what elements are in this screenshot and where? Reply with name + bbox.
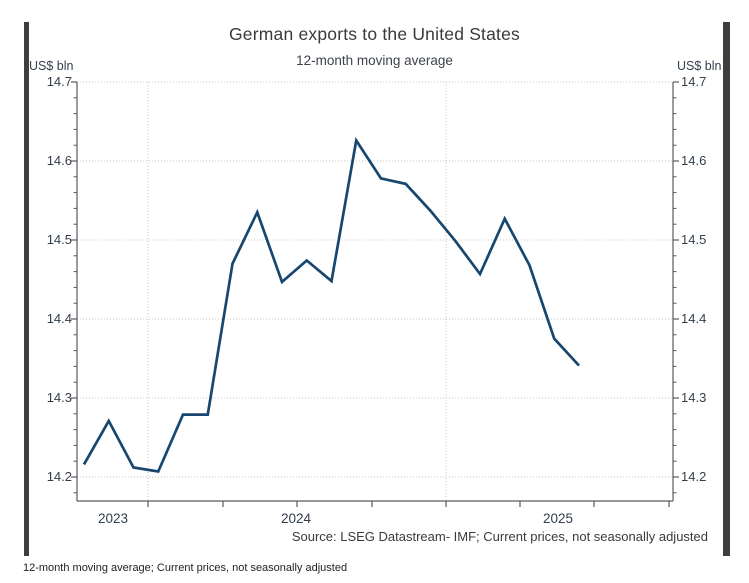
y-axis-label-left: 14.7 — [46, 74, 72, 89]
y-axis-label-left: 14.3 — [46, 390, 72, 405]
y-axis-label-left: 14.2 — [46, 469, 72, 484]
y-axis-label-left: 14.4 — [46, 311, 72, 326]
chart-title: German exports to the United States — [228, 24, 521, 44]
y-axis-label-right: 14.2 — [681, 469, 707, 484]
x-axis-year-label: 2024 — [280, 511, 312, 526]
right-frame-bar — [723, 22, 730, 556]
exports-series-line — [82, 136, 580, 473]
y-axis-label-right: 14.7 — [681, 74, 707, 89]
y-axis-label-right: 14.4 — [681, 311, 707, 326]
y-axis-unit-left: US$ bln — [29, 59, 74, 73]
source-attribution: Source: LSEG Datastream- IMF; Current pr… — [291, 529, 708, 544]
left-frame-bar — [24, 22, 29, 556]
x-axis-year-label: 2023 — [97, 511, 129, 526]
y-axis-label-right: 14.3 — [681, 390, 707, 405]
footnote-caption: 12-month moving average; Current prices,… — [23, 562, 348, 574]
y-axis-label-left: 14.6 — [46, 153, 72, 168]
chart-subtitle: 12-month moving average — [296, 53, 453, 68]
y-axis-label-left: 14.5 — [46, 232, 72, 247]
y-axis-label-right: 14.5 — [681, 232, 707, 247]
y-axis-unit-right: US$ bln — [677, 59, 722, 73]
y-axis-label-right: 14.6 — [681, 153, 707, 168]
x-axis-year-label: 2025 — [542, 511, 574, 526]
